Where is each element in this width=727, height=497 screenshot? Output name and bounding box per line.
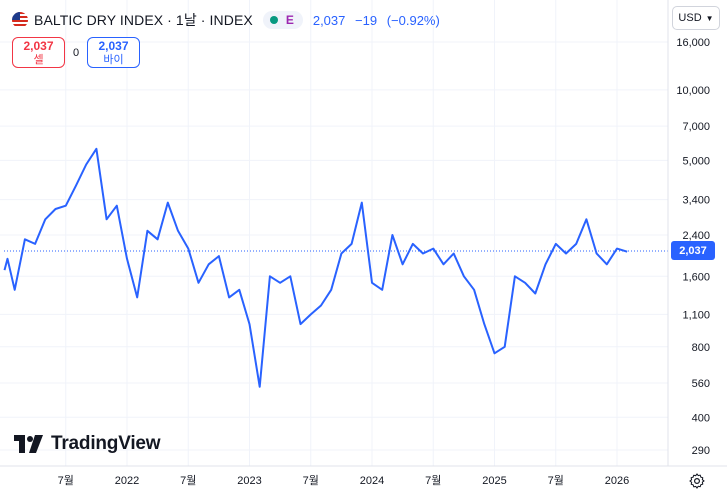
currency-label: USD bbox=[678, 12, 702, 24]
y-tick-label: 1,600 bbox=[682, 271, 710, 283]
x-axis[interactable]: 7월 2022 7월 2023 7월 2024 7월 2025 7월 2026 bbox=[58, 474, 630, 487]
trade-panel: 2,037 셀 0 2,037 바이 bbox=[12, 37, 140, 68]
x-tick-label: 2026 bbox=[605, 475, 629, 487]
last-price-tag: 2,037 bbox=[671, 241, 715, 260]
quote-values: 2,037 −19 (−0.92%) bbox=[313, 13, 446, 28]
x-tick-label: 2022 bbox=[115, 475, 139, 487]
gear-icon[interactable] bbox=[688, 472, 706, 490]
logo-text: TradingView bbox=[51, 433, 161, 454]
price-change: −19 bbox=[355, 12, 378, 28]
x-tick-label: 7월 bbox=[548, 474, 564, 487]
series-line bbox=[3, 147, 628, 388]
tradingview-logo[interactable]: TradingView bbox=[14, 433, 161, 455]
exchange-badge: E bbox=[285, 13, 294, 27]
sell-label: 셀 bbox=[33, 54, 44, 66]
tradingview-logo-icon bbox=[14, 435, 43, 453]
x-tick-label: 7월 bbox=[425, 474, 441, 487]
y-axis[interactable]: 290 400 560 800 1,100 1,600 2,400 3,400 5,000 7,0… bbox=[676, 37, 710, 457]
y-tick-label: 290 bbox=[692, 445, 710, 457]
y-tick-label: 1,100 bbox=[682, 309, 710, 321]
sell-button[interactable]: 2,037 셀 bbox=[12, 37, 65, 68]
x-tick-label: 2023 bbox=[237, 475, 261, 487]
x-tick-label: 7월 bbox=[180, 474, 196, 487]
y-tick-label: 16,000 bbox=[676, 37, 710, 49]
x-tick-label: 7월 bbox=[58, 474, 74, 487]
y-tick-label: 5,000 bbox=[682, 155, 710, 167]
buy-price: 2,037 bbox=[98, 39, 129, 53]
price-change-percent: (−0.92%) bbox=[386, 12, 440, 28]
y-tick-label: 3,400 bbox=[682, 195, 710, 207]
currency-dropdown[interactable]: USD ▼ bbox=[672, 6, 720, 30]
sell-price: 2,037 bbox=[23, 39, 54, 53]
x-tick-label: 7월 bbox=[303, 474, 319, 487]
buy-button[interactable]: 2,037 바이 bbox=[87, 37, 140, 68]
y-tick-label: 10,000 bbox=[676, 85, 710, 97]
market-status[interactable]: E bbox=[262, 11, 303, 29]
chart-grid bbox=[0, 0, 668, 466]
x-tick-label: 2024 bbox=[360, 475, 384, 487]
chevron-down-icon: ▼ bbox=[705, 13, 714, 23]
last-price: 2,037 bbox=[312, 12, 346, 28]
y-tick-label: 2,400 bbox=[682, 230, 710, 242]
y-tick-label: 7,000 bbox=[682, 121, 710, 133]
symbol-title[interactable]: BALTIC DRY INDEX · 1날 · INDEX bbox=[34, 12, 253, 28]
spread-value: 0 bbox=[72, 46, 80, 59]
us-flag-icon bbox=[12, 12, 28, 28]
y-tick-label: 560 bbox=[692, 378, 710, 390]
market-status-dot-icon bbox=[269, 16, 278, 24]
symbol-header[interactable]: BALTIC DRY INDEX · 1날 · INDEX E 2,037 −1… bbox=[12, 10, 446, 30]
x-tick-label: 2025 bbox=[482, 475, 506, 487]
buy-label: 바이 bbox=[103, 54, 124, 66]
y-tick-label: 800 bbox=[692, 342, 710, 354]
y-tick-label: 400 bbox=[692, 412, 710, 424]
